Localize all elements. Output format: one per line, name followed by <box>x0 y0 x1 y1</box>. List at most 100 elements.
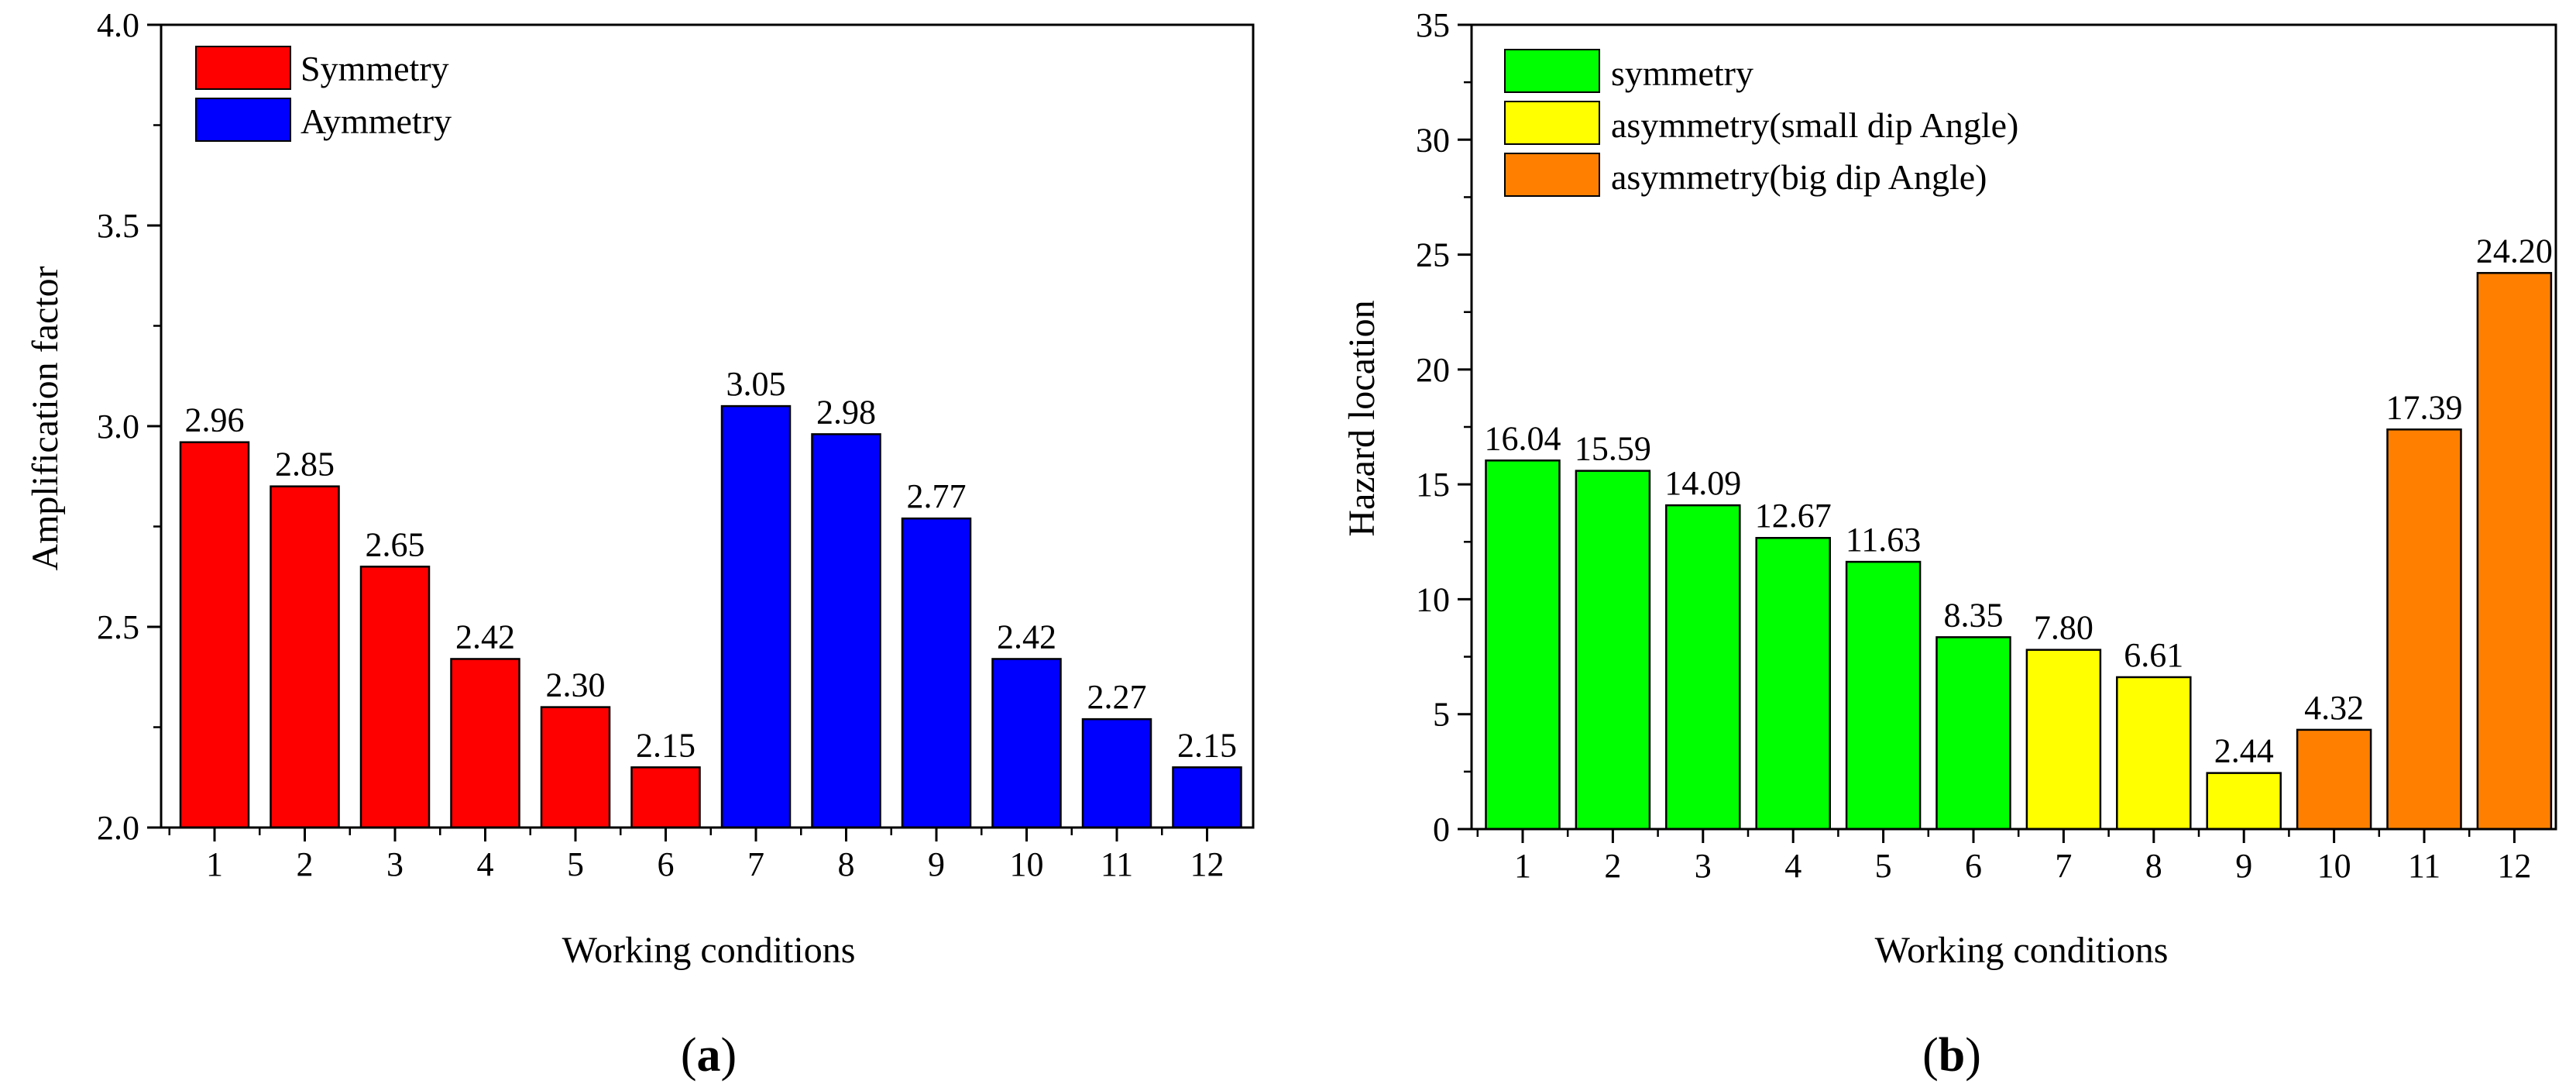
chart-b-y-tick-label: 30 <box>1416 121 1450 159</box>
chart-b-x-ticks: 1 2 3 4 5 6 7 8 9 10 11 12 <box>1476 829 2531 885</box>
chart-b-bar-label-6: 8.35 <box>1944 596 2004 634</box>
chart-b-bar-8 <box>2116 676 2192 831</box>
chart-b-y-tick-label: 15 <box>1416 466 1450 504</box>
chart-b-y-axis-title: Hazard location <box>1341 300 1382 536</box>
chart-a-bar-3 <box>359 566 431 829</box>
chart-a-panel-label: (a) <box>681 1029 737 1082</box>
chart-a-data-labels: 2.96 2.85 2.65 2.42 2.30 2.15 3.05 2.98 2.77 2.42… <box>185 365 1238 764</box>
chart-a-bar-label-5: 2.30 <box>546 666 606 704</box>
chart-b-x-axis-title: Working conditions <box>1875 930 2169 971</box>
chart-a-x-ticks: 1 2 3 4 5 6 7 8 9 10 11 12 <box>168 828 1224 883</box>
chart-a-y-tick-label: 3.0 <box>97 408 139 446</box>
chart-b-y-tick-label: 25 <box>1416 236 1450 274</box>
chart-b-bar-label-2: 15.59 <box>1575 430 1651 468</box>
chart-a-x-tick-label-3: 3 <box>386 845 404 883</box>
chart-b-y-tick-label: 10 <box>1416 580 1450 618</box>
chart-b-y-tick-label: 5 <box>1433 696 1450 734</box>
chart-b-legend-label-small-dip: asymmetry(small dip Angle) <box>1611 105 2018 145</box>
chart-b-x-tick-label-4: 4 <box>1784 847 1801 885</box>
chart-b-panel-label: (b) <box>1922 1029 1981 1082</box>
chart-b-bar-11 <box>2386 428 2462 831</box>
chart-b-bar-label-3: 14.09 <box>1664 464 1741 502</box>
chart-b-x-tick-label-11: 11 <box>2408 847 2440 885</box>
chart-b-y-tick-label: 20 <box>1416 351 1450 389</box>
chart-a-bar-label-1: 2.96 <box>185 401 245 439</box>
chart-b-bar-label-8: 6.61 <box>2124 636 2183 674</box>
chart-a-bar-label-4: 2.42 <box>455 618 515 656</box>
chart-a-x-tick-label-6: 6 <box>658 845 675 883</box>
chart-a-legend-label-symmetry: Symmetry <box>301 49 449 88</box>
chart-b-x-tick-label-3: 3 <box>1695 847 1712 885</box>
chart-b: 16.04 15.59 14.09 12.67 11.63 8.35 7.80 6.61 2.4… <box>1341 6 2557 1082</box>
chart-b-x-tick-label-1: 1 <box>1514 847 1531 885</box>
chart-b-bars <box>1485 272 2553 831</box>
chart-b-x-tick-label-8: 8 <box>2145 847 2162 885</box>
chart-b-bar-label-1: 16.04 <box>1485 419 1561 457</box>
chart-a-x-tick-label-4: 4 <box>477 845 494 883</box>
chart-a-legend-item-aymmetry: Aymmetry <box>195 98 452 142</box>
chart-a-bar-6 <box>630 766 701 829</box>
chart-a-bar-label-12: 2.15 <box>1177 726 1237 764</box>
chart-a-bar-label-11: 2.27 <box>1087 678 1147 716</box>
chart-b-bar-4 <box>1755 536 1831 831</box>
chart-a-x-tick-label-1: 1 <box>206 845 223 883</box>
chart-b-legend-item-small-dip: asymmetry(small dip Angle) <box>1504 101 2018 145</box>
chart-b-y-ticks: 0 5 10 15 20 25 30 35 <box>1416 6 1472 848</box>
chart-b-bar-3 <box>1665 504 1741 831</box>
chart-a-x-tick-label-7: 7 <box>747 845 764 883</box>
chart-b-legend-swatch-small-dip <box>1504 101 1600 145</box>
chart-a-bar-7 <box>720 404 792 829</box>
chart-a: 2.962.852.652.422.302.153.052.982.772.42… <box>25 6 1255 1082</box>
chart-b-legend-label-symmetry: symmetry <box>1611 53 1753 93</box>
chart-b-bar-2 <box>1575 470 1651 831</box>
chart-a-legend-item-symmetry: Symmetry <box>195 46 449 90</box>
chart-a-bar-11 <box>1081 718 1152 829</box>
chart-b-data-labels: 16.04 15.59 14.09 12.67 11.63 8.35 7.80 6.61 2.4… <box>1485 232 2553 769</box>
chart-a-x-tick-label-11: 11 <box>1101 845 1133 883</box>
chart-b-bar-1 <box>1485 459 1561 831</box>
chart-a-y-tick-label: 3.5 <box>97 207 139 245</box>
chart-a-bar-1 <box>179 441 250 829</box>
chart-a-x-tick-label-12: 12 <box>1190 845 1224 883</box>
chart-b-bar-12 <box>2476 272 2553 831</box>
chart-b-panel-letter: b <box>1939 1029 1965 1082</box>
chart-a-bar-2 <box>270 485 340 829</box>
chart-b-x-tick-label-12: 12 <box>2497 847 2531 885</box>
chart-b-x-tick-label-10: 10 <box>2317 847 2351 885</box>
chart-a-y-ticks: 2.0 2.5 3.0 3.5 4.0 <box>97 6 161 847</box>
chart-a-panel-letter: a <box>697 1029 721 1082</box>
chart-b-x-tick-label-7: 7 <box>2055 847 2072 885</box>
chart-b-legend-label-big-dip: asymmetry(big dip Angle) <box>1611 157 1987 197</box>
chart-b-bar-label-4: 12.67 <box>1755 497 1832 535</box>
chart-a-bar-10 <box>991 658 1062 829</box>
chart-a-bar-9 <box>901 517 972 829</box>
chart-a-bar-label-6: 2.15 <box>636 726 696 764</box>
chart-b-legend-swatch-big-dip <box>1504 153 1600 197</box>
chart-a-bar-5 <box>540 706 611 829</box>
chart-b-bar-label-11: 17.39 <box>2386 388 2463 426</box>
chart-b-bar-5 <box>1845 560 1922 831</box>
chart-a-bar-label-7: 3.05 <box>726 365 786 403</box>
chart-a-legend-label-aymmetry: Aymmetry <box>301 102 452 141</box>
chart-b-bar-label-5: 11.63 <box>1846 521 1921 559</box>
chart-b-bar-label-7: 7.80 <box>2034 609 2093 647</box>
chart-b-legend: symmetry asymmetry(small dip Angle) asym… <box>1504 49 2018 197</box>
chart-b-y-tick-label: 0 <box>1433 810 1450 848</box>
chart-a-y-axis-title: Amplification factor <box>25 266 66 570</box>
chart-a-bar-label-10: 2.42 <box>997 618 1056 656</box>
chart-a-bar-label-2: 2.85 <box>275 446 335 483</box>
chart-b-legend-item-big-dip: asymmetry(big dip Angle) <box>1504 153 1987 197</box>
chart-a-legend-swatch-symmetry <box>195 46 291 90</box>
chart-b-bar-label-12: 24.20 <box>2476 232 2553 270</box>
chart-a-y-tick-label: 4.0 <box>97 6 139 44</box>
chart-b-bar-7 <box>2025 649 2102 831</box>
chart-a-bar-4 <box>450 658 520 829</box>
chart-a-bar-label-9: 2.77 <box>907 477 967 515</box>
chart-a-bars <box>179 404 1242 829</box>
chart-b-x-tick-label-6: 6 <box>1965 847 1982 885</box>
chart-b-x-tick-label-2: 2 <box>1604 847 1621 885</box>
chart-b-bar-label-9: 2.44 <box>2214 732 2274 770</box>
chart-a-bar-8 <box>811 433 881 829</box>
chart-a-bar-label-8: 2.98 <box>816 393 876 431</box>
chart-a-x-tick-label-5: 5 <box>567 845 584 883</box>
